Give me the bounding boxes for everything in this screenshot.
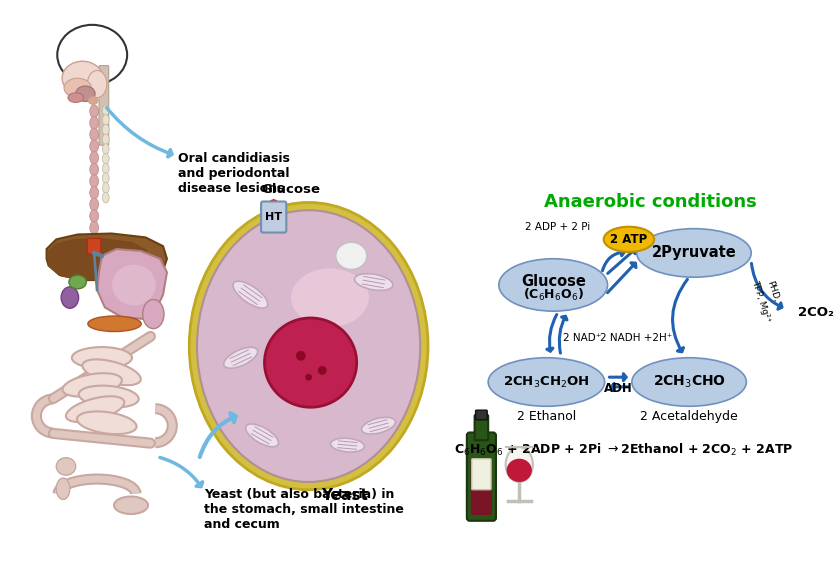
Ellipse shape [90,151,98,164]
Ellipse shape [62,61,103,95]
Ellipse shape [61,287,78,308]
Ellipse shape [233,281,268,308]
Ellipse shape [362,417,395,434]
Ellipse shape [499,259,608,311]
FancyBboxPatch shape [475,415,488,440]
Text: 2 Acetaldehyde: 2 Acetaldehyde [641,411,738,424]
Text: 2CO₂: 2CO₂ [798,306,834,319]
Text: TPP, Mg²⁺: TPP, Mg²⁺ [750,280,772,324]
Text: (C$_6$H$_6$O$_6$): (C$_6$H$_6$O$_6$) [523,286,584,303]
Ellipse shape [103,105,109,116]
Ellipse shape [90,163,98,176]
FancyBboxPatch shape [470,458,492,515]
Ellipse shape [488,358,605,407]
FancyBboxPatch shape [472,459,491,490]
Ellipse shape [66,396,124,422]
Text: Yeast: Yeast [321,488,368,503]
FancyBboxPatch shape [475,410,487,420]
Ellipse shape [636,229,751,277]
Ellipse shape [68,93,83,103]
Text: Yeast (but also bacteria) in
the stomach, small intestine
and cecum: Yeast (but also bacteria) in the stomach… [203,488,404,531]
Ellipse shape [354,274,393,290]
Ellipse shape [88,96,98,104]
Ellipse shape [69,275,87,289]
Text: 2 NAD⁺: 2 NAD⁺ [563,333,601,344]
Ellipse shape [78,386,138,408]
Polygon shape [47,234,167,280]
Ellipse shape [330,438,364,452]
Ellipse shape [189,202,428,490]
Ellipse shape [90,198,98,211]
Text: 2 ADP + 2 Pi: 2 ADP + 2 Pi [525,222,590,232]
FancyBboxPatch shape [261,201,286,232]
Ellipse shape [336,242,367,269]
Ellipse shape [56,458,76,475]
Ellipse shape [143,299,164,329]
Text: 2Pyruvate: 2Pyruvate [651,246,736,260]
Ellipse shape [506,459,532,482]
Text: HT: HT [265,212,282,222]
Text: 2 ATP: 2 ATP [610,233,647,246]
Ellipse shape [90,187,98,199]
Ellipse shape [103,144,109,154]
Text: Oral candidiasis
and periodontal
disease lesions: Oral candidiasis and periodontal disease… [178,152,289,195]
FancyBboxPatch shape [467,433,496,521]
Ellipse shape [103,163,109,174]
Ellipse shape [291,268,369,327]
Ellipse shape [112,265,156,306]
Ellipse shape [58,25,127,85]
Polygon shape [97,249,167,319]
Ellipse shape [63,373,122,397]
Ellipse shape [114,497,148,514]
Ellipse shape [224,347,258,368]
Ellipse shape [90,128,98,141]
Ellipse shape [632,358,746,407]
Text: Glucose: Glucose [520,273,585,289]
Ellipse shape [604,227,654,252]
Ellipse shape [90,140,98,153]
Ellipse shape [76,86,95,101]
Ellipse shape [103,154,109,164]
Ellipse shape [90,233,98,246]
Ellipse shape [103,173,109,184]
Ellipse shape [83,359,141,385]
Ellipse shape [56,478,70,500]
Text: 2CH$_3$CHO: 2CH$_3$CHO [652,374,726,390]
Ellipse shape [72,347,132,369]
Ellipse shape [88,70,107,98]
Ellipse shape [90,105,98,117]
Ellipse shape [103,192,109,203]
Ellipse shape [197,210,420,482]
Text: Anaerobic conditions: Anaerobic conditions [544,193,756,211]
Polygon shape [48,238,149,280]
Ellipse shape [64,78,91,98]
Ellipse shape [103,134,109,145]
Text: C$_6$H$_6$O$_6$ + 2ADP + 2Pi $\rightarrow$2Ethanol + 2CO$_2$ + 2ATP: C$_6$H$_6$O$_6$ + 2ADP + 2Pi $\rightarro… [455,442,794,458]
Ellipse shape [90,175,98,188]
Text: 2 Ethanol: 2 Ethanol [517,411,576,424]
Ellipse shape [296,351,306,361]
Text: Glucose: Glucose [262,183,320,196]
Ellipse shape [318,366,327,375]
Ellipse shape [264,318,357,407]
Ellipse shape [305,374,312,380]
FancyBboxPatch shape [99,66,108,145]
FancyBboxPatch shape [88,238,101,254]
Text: 2CH$_3$CH$_2$OH: 2CH$_3$CH$_2$OH [503,374,590,390]
Ellipse shape [103,183,109,193]
Ellipse shape [103,124,109,135]
Text: 2 NADH +2H⁺: 2 NADH +2H⁺ [600,333,672,344]
Ellipse shape [88,316,141,332]
Ellipse shape [90,117,98,129]
Ellipse shape [77,412,137,434]
Ellipse shape [246,424,279,447]
Text: ADH: ADH [604,382,633,395]
Text: PHD,: PHD, [765,280,781,303]
Ellipse shape [90,245,98,257]
Ellipse shape [505,447,533,482]
Ellipse shape [90,221,98,234]
Ellipse shape [103,115,109,125]
Ellipse shape [90,210,98,222]
